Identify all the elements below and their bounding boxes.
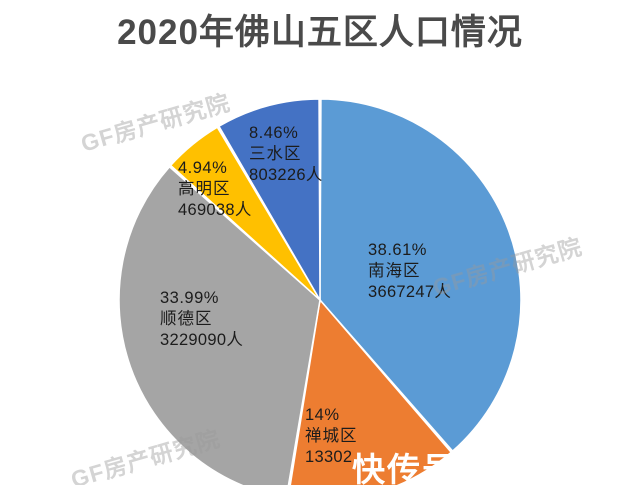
pie-slice-高明区 — [169, 126, 321, 301]
chart-title: 2020年佛山五区人口情况 — [117, 13, 523, 52]
slice-value-chancheng: 13302 — [305, 448, 353, 466]
pie-slice-顺德区 — [118, 165, 321, 485]
slice-percent-chancheng: 14% — [305, 406, 340, 424]
slice-label-chancheng: 14% 禅城区 13302 — [305, 405, 358, 468]
slice-percent-shunde: 33.99% — [160, 289, 219, 307]
slice-percent-nanhai: 38.61% — [368, 241, 427, 259]
pie-slice-group — [118, 98, 522, 485]
slice-percent-gaoming: 4.94% — [178, 159, 228, 177]
slice-name-gaoming: 高明区 — [178, 180, 231, 198]
slice-label-shunde: 33.99% 顺德区 3229090人 — [160, 288, 243, 351]
slice-value-nanhai: 3667247人 — [368, 283, 452, 301]
pie-slice-三水区 — [217, 98, 321, 303]
slice-label-gaoming: 4.94% 高明区 469038人 — [178, 158, 252, 221]
slice-name-chancheng: 禅城区 — [305, 427, 358, 445]
slice-value-shunde: 3229090人 — [160, 331, 244, 349]
slice-percent-sanshui: 8.46% — [249, 124, 299, 142]
slice-name-shunde: 顺德区 — [160, 310, 213, 328]
slice-name-nanhai: 南海区 — [368, 262, 421, 280]
pie-slice-南海区 — [319, 98, 522, 453]
pie-slice-禅城区 — [289, 298, 453, 485]
slice-name-sanshui: 三水区 — [249, 145, 302, 163]
slice-label-sanshui: 8.46% 三水区 803226人 — [249, 123, 323, 186]
slice-value-gaoming: 469038人 — [178, 201, 252, 219]
slice-value-sanshui: 803226人 — [249, 166, 323, 184]
slice-label-nanhai: 38.61% 南海区 3667247人 — [368, 240, 451, 303]
